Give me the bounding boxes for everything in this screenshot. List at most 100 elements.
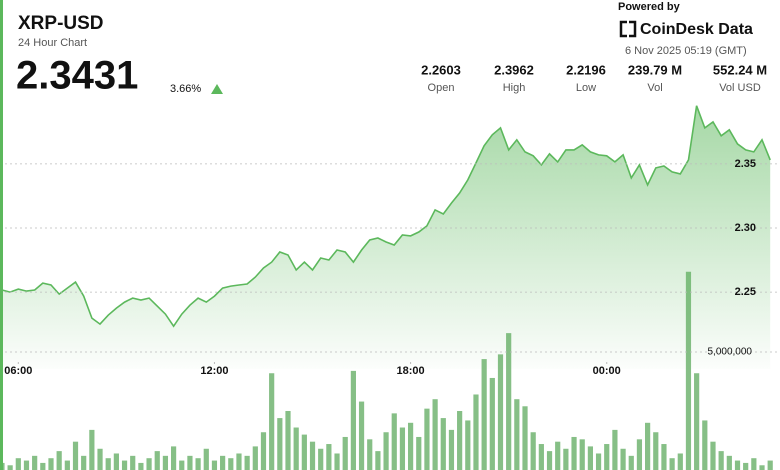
stat-label: Open bbox=[428, 82, 455, 94]
volume-bar bbox=[481, 359, 487, 470]
x-tick-label: 00:00 bbox=[593, 365, 621, 377]
volume-bar bbox=[56, 451, 62, 470]
volume-bar bbox=[530, 432, 536, 470]
volume-bar bbox=[350, 370, 356, 470]
stats: 2.2603 Open 2.3962 High 2.2196 Low 239.79 M Vol… bbox=[421, 62, 767, 93]
volume-bar bbox=[179, 460, 185, 470]
volume-bar bbox=[285, 411, 291, 470]
plot: 2.25 2.30 2.35 5,000,000 06:00 12:00 18:00 00:0… bbox=[0, 105, 780, 470]
volume-bar bbox=[64, 460, 70, 470]
volume-bar bbox=[326, 444, 332, 470]
powered-by: Powered by bbox=[618, 1, 681, 13]
volume-bar bbox=[489, 377, 495, 470]
volume-bar bbox=[40, 462, 46, 470]
y-tick-label: 2.25 bbox=[735, 286, 756, 298]
volume-bar bbox=[563, 448, 569, 470]
volume-bar bbox=[97, 448, 103, 470]
volume-bar bbox=[7, 465, 13, 470]
volume-bar bbox=[718, 451, 724, 470]
volume-bar bbox=[342, 436, 348, 470]
volume-bar bbox=[579, 439, 585, 470]
volume-bar bbox=[375, 451, 381, 470]
volume-bar bbox=[195, 458, 201, 470]
volume-bar bbox=[121, 460, 128, 470]
volume-bar bbox=[595, 453, 602, 470]
brand: CoinDesk Data bbox=[640, 21, 753, 38]
timestamp: 6 Nov 2025 05:19 (GMT) bbox=[625, 45, 747, 57]
stat-value: 2.2196 bbox=[566, 62, 606, 77]
volume-bar bbox=[440, 418, 446, 470]
volume-bar bbox=[645, 422, 651, 470]
volume-bar bbox=[252, 446, 258, 470]
volume-bar bbox=[187, 455, 193, 470]
volume-bar bbox=[220, 455, 226, 470]
volume-bar bbox=[367, 439, 373, 470]
volume-bar bbox=[726, 455, 732, 470]
volume-bar bbox=[497, 354, 504, 470]
volume-bar bbox=[154, 451, 160, 470]
x-tick-label: 18:00 bbox=[397, 365, 425, 377]
volume-bar bbox=[416, 436, 422, 470]
x-tick-label: 06:00 bbox=[4, 365, 32, 377]
volume-bar bbox=[653, 432, 659, 470]
volume-bar bbox=[358, 401, 365, 470]
stat-label: Vol bbox=[647, 82, 662, 94]
volume-bar bbox=[244, 455, 250, 470]
volume-bar bbox=[301, 434, 307, 470]
volume-bar bbox=[636, 439, 643, 470]
volume-bar bbox=[710, 441, 716, 470]
volume-bar bbox=[677, 453, 683, 470]
price-line bbox=[1, 105, 771, 328]
price: 2.3431 bbox=[16, 54, 138, 98]
volume-bar bbox=[473, 394, 479, 470]
volume-bar bbox=[89, 429, 95, 470]
subtitle: 24 Hour Chart bbox=[18, 37, 87, 49]
volume-bar bbox=[767, 460, 773, 470]
volume-bar bbox=[669, 458, 675, 470]
volume-bar bbox=[546, 451, 553, 470]
volume-bar bbox=[587, 446, 593, 470]
stat-value: 2.3962 bbox=[494, 62, 534, 77]
volume-bar bbox=[211, 460, 218, 470]
volume-bar bbox=[457, 411, 463, 470]
volume-bar bbox=[293, 427, 299, 470]
volume-bar bbox=[105, 458, 111, 470]
stat-label: Low bbox=[576, 82, 596, 94]
volume-bar bbox=[48, 458, 54, 470]
volume-bar bbox=[465, 420, 471, 470]
volume-bar bbox=[170, 446, 177, 470]
volume-bar bbox=[734, 460, 741, 470]
volume-bar bbox=[309, 441, 316, 470]
volume-bar bbox=[277, 418, 283, 470]
volume-bar bbox=[15, 458, 21, 470]
volume-bar bbox=[236, 453, 242, 470]
volume-bar bbox=[407, 422, 414, 470]
volume-bar bbox=[759, 465, 765, 470]
volume-bar bbox=[318, 448, 324, 470]
stat-label: High bbox=[503, 82, 526, 94]
volume-bar bbox=[383, 432, 389, 470]
volume-bar bbox=[702, 420, 708, 470]
volume-bar bbox=[620, 448, 626, 470]
volume-bar bbox=[628, 455, 634, 470]
volume-bar bbox=[23, 460, 30, 470]
stat-value: 2.2603 bbox=[421, 62, 461, 77]
volume-bar bbox=[424, 408, 430, 470]
stat-value: 552.24 M bbox=[713, 62, 767, 77]
y-tick-label: 2.30 bbox=[735, 222, 756, 234]
volume-bar bbox=[522, 406, 528, 470]
price-area bbox=[2, 105, 771, 370]
volume-bar bbox=[113, 453, 119, 470]
volume-bar bbox=[32, 455, 38, 470]
y2-tick-label: 5,000,000 bbox=[708, 347, 753, 358]
volume-bar bbox=[146, 458, 152, 470]
volume-bar bbox=[694, 373, 700, 470]
volume-bar bbox=[604, 444, 610, 470]
volume-bar bbox=[162, 455, 169, 470]
volume-bar bbox=[743, 462, 749, 470]
volume-bar bbox=[130, 455, 136, 470]
volume-bar bbox=[661, 444, 667, 470]
volume-bar bbox=[260, 432, 267, 470]
volume-bar bbox=[571, 436, 577, 470]
